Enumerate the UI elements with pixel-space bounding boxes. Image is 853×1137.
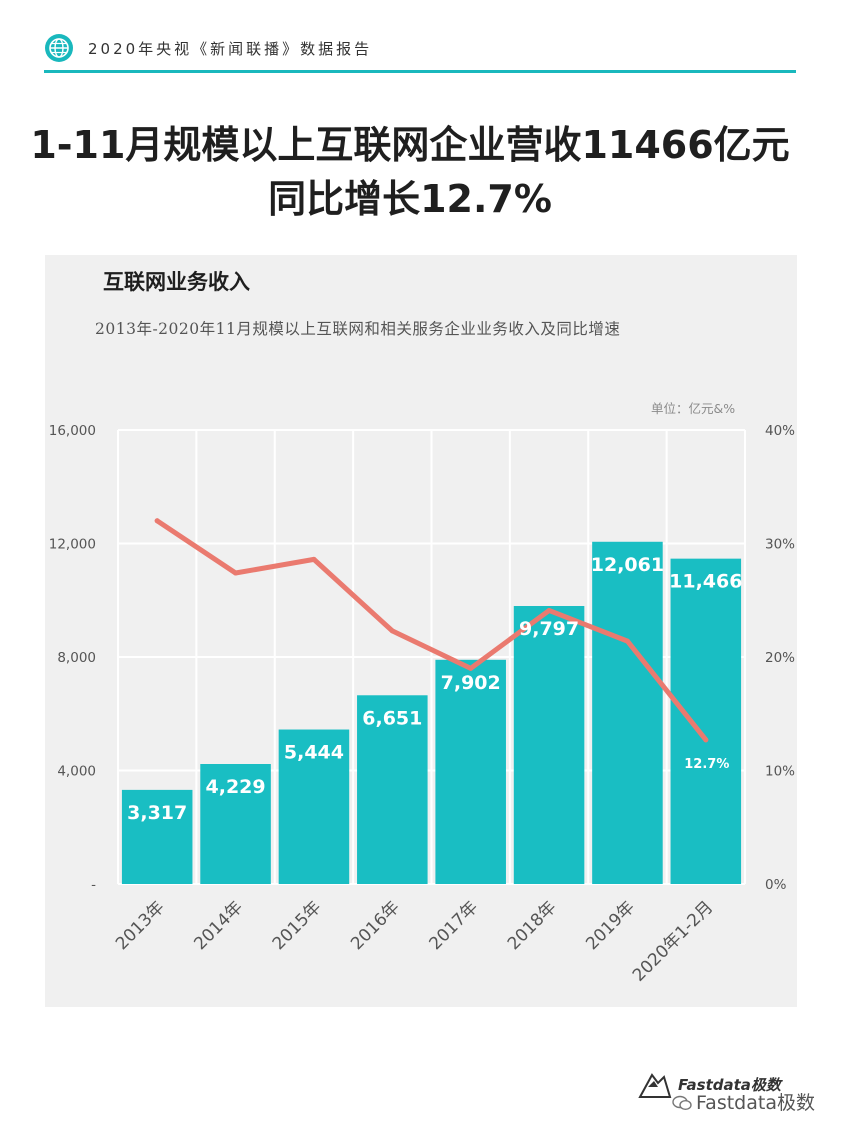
line-point <box>703 737 709 743</box>
header-text: 2020年央视《新闻联播》数据报告 <box>88 40 373 58</box>
x-category-label: 2018年 <box>504 897 561 954</box>
x-category-label: 2019年 <box>582 897 639 954</box>
y-right-tick-label: 10% <box>765 764 795 780</box>
bar <box>278 729 350 884</box>
report-header: 2020年央视《新闻联播》数据报告 <box>44 33 796 73</box>
line-point <box>311 556 317 562</box>
bar <box>513 606 585 884</box>
y-right-tick-label: 0% <box>765 877 787 893</box>
logo-text: Fastdata极数 <box>678 1076 781 1094</box>
watermark: Fastdata极数 <box>672 1088 815 1115</box>
bar-value-label: 5,444 <box>284 742 344 764</box>
wechat-icon <box>672 1095 692 1111</box>
page-title-line2: 同比增长12.7% <box>268 177 552 221</box>
fastdata-logo: Fastdata极数 <box>638 1069 798 1099</box>
x-category-label: 2020年1-2月 <box>629 897 717 985</box>
bar-value-label: 12,061 <box>591 554 664 576</box>
chart-title: 互联网业务收入 <box>103 270 250 294</box>
bar <box>670 558 742 884</box>
x-category-label: 2015年 <box>269 897 326 954</box>
line-point <box>389 628 395 634</box>
page-title: 1-11月规模以上互联网企业营收11466亿元 同比增长12.7% <box>0 118 820 226</box>
chart-subtitle: 2013年-2020年11月规模以上互联网和相关服务企业业务收入及同比增速 <box>95 320 621 338</box>
y-left-tick-label: - <box>91 877 96 893</box>
bar-value-label: 6,651 <box>362 707 422 729</box>
line-point <box>468 665 474 671</box>
growth-line <box>154 518 709 743</box>
bar-value-label: 4,229 <box>206 776 266 798</box>
x-category-label: 2017年 <box>425 897 482 954</box>
line-point <box>624 638 630 644</box>
line-point-label: 12.7% <box>684 757 729 772</box>
unit-label: 单位：亿元&% <box>651 401 736 416</box>
y-right-tick-label: 30% <box>765 537 795 553</box>
bar <box>592 541 663 884</box>
line-point <box>154 518 160 524</box>
y-left-tick-label: 8,000 <box>57 650 96 666</box>
y-right-tick-label: 40% <box>765 423 795 439</box>
bar-value-label: 3,317 <box>127 802 187 824</box>
line-point <box>233 570 239 576</box>
bar <box>121 789 193 884</box>
y-left-tick-label: 12,000 <box>49 537 96 553</box>
y-right-tick-label: 20% <box>765 650 795 666</box>
fastdata-logo-icon <box>638 1073 672 1098</box>
bar <box>200 764 271 884</box>
x-category-label: 2016年 <box>347 897 404 954</box>
x-category-label: 2013年 <box>112 897 169 954</box>
bar <box>435 659 506 884</box>
watermark-text: Fastdata极数 <box>696 1092 815 1114</box>
bar-value-label: 7,902 <box>441 672 501 694</box>
bar-value-label: 11,466 <box>669 571 742 593</box>
header-divider <box>44 70 796 73</box>
x-category-label: 2014年 <box>190 897 247 954</box>
bar-value-label: 9,797 <box>519 618 579 640</box>
line-point <box>546 607 552 613</box>
y-left-tick-label: 4,000 <box>57 764 96 780</box>
y-left-tick-label: 16,000 <box>49 423 96 439</box>
globe-icon <box>45 34 73 62</box>
bar <box>357 695 428 884</box>
page-title-line1: 1-11月规模以上互联网企业营收11466亿元 <box>30 123 790 167</box>
